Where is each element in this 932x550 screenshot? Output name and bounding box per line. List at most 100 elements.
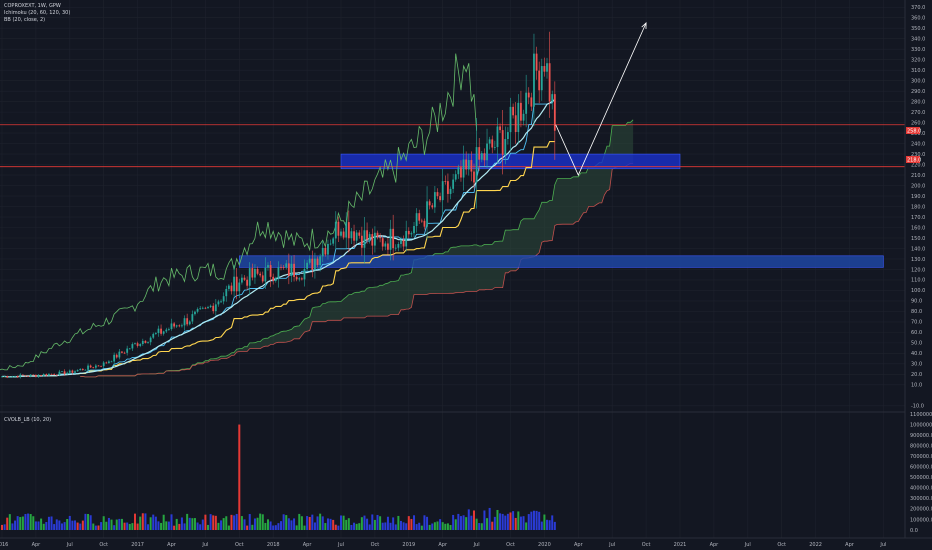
candle-body	[264, 267, 267, 282]
volume-bar	[37, 521, 40, 530]
volume-bar	[415, 524, 418, 530]
candle-body	[84, 369, 87, 371]
candle-body	[509, 106, 512, 133]
price-tag-upper: 258.0	[906, 127, 921, 135]
candle-body	[199, 308, 202, 310]
candle-body	[87, 365, 89, 370]
candle-body	[428, 201, 431, 206]
candle-body	[188, 321, 191, 325]
candle-body	[465, 159, 468, 170]
price-tick-label: 340.0	[911, 37, 925, 43]
volume-bar	[118, 518, 121, 530]
volume-bar	[24, 514, 27, 530]
price-axis[interactable]: -10.0 10.0 20.0 30.0 40.0 50.0 60.0 70.0 80.0 90.…	[911, 5, 925, 410]
volume-bar	[45, 522, 48, 530]
candle-body	[512, 106, 515, 116]
projection-path[interactable]	[555, 22, 647, 177]
candle-body	[441, 181, 444, 201]
volume-bar	[285, 515, 288, 530]
volume-bar	[105, 521, 108, 530]
volume-bar	[538, 511, 541, 530]
candle-body	[488, 139, 491, 144]
volume-bar	[488, 507, 491, 530]
candle-body	[457, 167, 460, 175]
volume-bar	[81, 520, 84, 530]
volume-bar	[133, 513, 136, 530]
volume-bar	[379, 516, 382, 530]
candle-body	[439, 196, 441, 201]
volume-legend: CVOLB_LB (10, 20)	[4, 417, 51, 423]
candle-body	[40, 375, 43, 376]
volume-bar	[399, 520, 402, 530]
volume-bar	[347, 518, 350, 530]
time-axis[interactable]: 2016 Apr Jul Oct 2017 Apr Jul Oct 2018 Apr Jul Oct 2…	[0, 542, 886, 548]
candle-body	[254, 268, 256, 278]
volume-bar	[522, 516, 525, 530]
volume-axis[interactable]: 0.0 100000.0 200000.0 300000.0 400000.0 50000…	[910, 412, 932, 534]
senkou-span-a	[80, 119, 634, 378]
senkou-span-b	[80, 162, 634, 378]
candle-body	[165, 329, 168, 332]
volume-bar	[280, 521, 283, 530]
candle-body	[499, 126, 501, 131]
volume-bar	[353, 522, 356, 530]
volume-bar	[68, 515, 71, 530]
volume-bar	[321, 516, 324, 530]
candle-body	[233, 276, 235, 292]
time-tick-label: Oct	[235, 542, 244, 548]
candle-body	[204, 307, 207, 309]
volume-bar	[319, 513, 322, 530]
price-tick-label: 220.0	[911, 162, 925, 168]
volume-bar	[110, 519, 113, 530]
time-tick-label: Jul	[473, 542, 480, 548]
volume-bar	[58, 520, 61, 530]
volume-bar	[540, 521, 543, 530]
volume-bar	[144, 513, 147, 530]
volume-bar	[553, 521, 556, 530]
candle-body	[379, 237, 382, 239]
candle-body	[139, 344, 142, 346]
candle-body	[387, 243, 389, 250]
candle-body	[467, 160, 470, 170]
candle-body	[496, 126, 499, 148]
volume-bar	[355, 523, 358, 530]
candle-body	[308, 258, 311, 263]
volume-bar	[363, 515, 366, 530]
volume-bar	[180, 517, 183, 530]
volume-bar	[264, 522, 267, 530]
volume-bar	[392, 517, 395, 530]
grid-lines	[0, 0, 905, 538]
candle-body	[89, 365, 92, 368]
price-tick-label: 120.0	[911, 267, 925, 273]
volume-bar	[34, 521, 37, 530]
candle-body	[342, 231, 345, 238]
price-levels[interactable]	[0, 124, 905, 168]
volume-bar	[193, 518, 196, 530]
volume-bar	[316, 516, 319, 530]
candle-body	[157, 328, 160, 333]
candle-body	[196, 309, 199, 312]
candle-body	[1, 376, 3, 378]
candle-body	[136, 343, 139, 346]
volume-bar	[326, 518, 329, 530]
volume-tick-label: 1100000.0	[910, 412, 932, 418]
volume-bar	[60, 523, 63, 530]
candle-body	[504, 138, 507, 155]
volume-bar	[444, 523, 447, 530]
candle-body	[314, 258, 316, 270]
candle-body	[214, 304, 217, 312]
candle-body	[21, 374, 24, 376]
candle-body	[207, 307, 209, 309]
candle-body	[358, 232, 361, 236]
candle-body	[92, 367, 95, 369]
price-tag-lower: 218.0	[906, 156, 921, 164]
candle-body	[389, 228, 392, 250]
volume-bar	[235, 513, 238, 530]
chikou-span	[0, 53, 477, 371]
candle-body	[35, 374, 37, 377]
candle-body	[347, 222, 350, 239]
volume-bar	[94, 525, 97, 530]
price-tick-label: 360.0	[911, 16, 925, 22]
volume-bar	[214, 515, 217, 530]
